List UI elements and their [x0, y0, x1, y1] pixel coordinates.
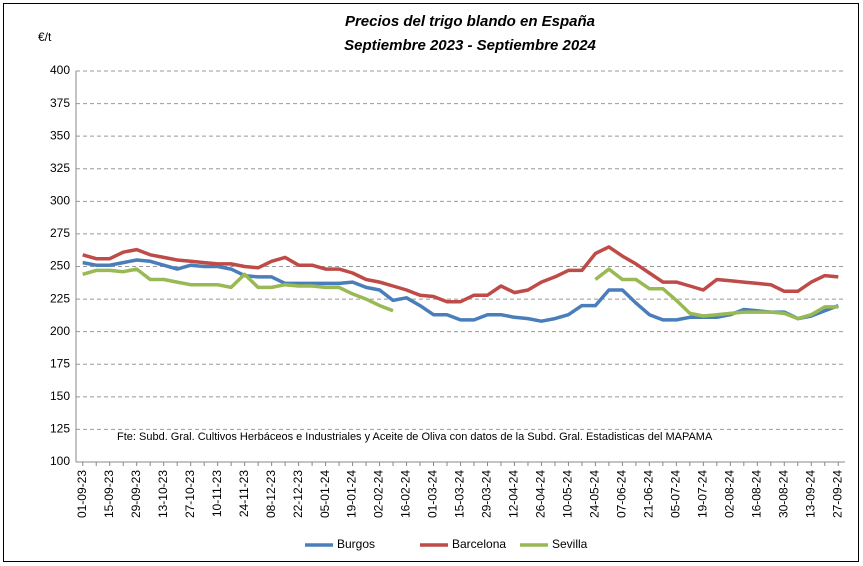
y-tick-label: 150: [50, 389, 70, 403]
legend-label: Barcelona: [452, 537, 506, 551]
x-tick-label: 05-01-24: [318, 470, 332, 518]
x-tick-label: 26-04-24: [534, 470, 548, 518]
x-tick-label: 24-11-23: [237, 470, 251, 517]
y-tick-label: 275: [50, 226, 70, 240]
x-tick-label: 24-05-24: [588, 470, 602, 518]
x-tick-label: 01-09-23: [75, 470, 89, 518]
x-tick-label: 02-08-24: [722, 470, 736, 518]
x-tick-label: 30-08-24: [776, 470, 790, 518]
series-line: [82, 258, 839, 323]
x-tick-label: 15-03-24: [453, 470, 467, 518]
y-tick-label: 200: [50, 324, 70, 338]
y-tick-label: 300: [50, 194, 70, 208]
x-tick-label: 08-12-23: [264, 470, 278, 518]
x-tick-label: 15-09-23: [102, 470, 116, 518]
chart-title: Precios del trigo blando en España: [345, 13, 595, 30]
x-tick-label: 05-07-24: [669, 470, 683, 518]
x-tick-label: 27-10-23: [183, 470, 197, 518]
y-tick-label: 225: [50, 291, 70, 305]
y-tick-label: 325: [50, 161, 70, 175]
x-tick-label: 10-05-24: [561, 470, 575, 518]
x-tick-label: 22-12-23: [291, 470, 305, 518]
y-axis-label: €/t: [38, 30, 52, 44]
x-tick-label: 12-04-24: [507, 470, 521, 518]
y-tick-label: 400: [50, 63, 70, 77]
x-tick-label: 19-07-24: [696, 470, 710, 518]
series-line: [82, 267, 839, 321]
x-tick-label: 27-09-24: [830, 470, 844, 518]
y-tick-label: 375: [50, 96, 70, 110]
x-tick-label: 01-03-24: [426, 470, 440, 518]
x-tick-label: 16-02-24: [399, 470, 413, 518]
x-tick-label: 19-01-24: [345, 470, 359, 518]
y-tick-label: 125: [50, 422, 70, 436]
y-tick-label: 175: [50, 356, 70, 370]
y-tick-label: 250: [50, 259, 70, 273]
x-tick-label: 13-09-24: [803, 470, 817, 518]
x-tick-label: 10-11-23: [210, 470, 224, 517]
x-tick-label: 29-03-24: [480, 470, 494, 518]
chart-subtitle: Septiembre 2023 - Septiembre 2024: [344, 37, 596, 54]
x-tick-label: 13-10-23: [156, 470, 170, 518]
legend-label: Burgos: [337, 537, 375, 551]
y-tick-label: 350: [50, 128, 70, 142]
annotation: Fte: Subd. Gral. Cultivos Herbáceos e In…: [117, 431, 713, 443]
x-tick-label: 07-06-24: [615, 470, 629, 518]
chart-border: [3, 3, 859, 562]
series-line: [82, 245, 839, 304]
x-tick-label: 02-02-24: [372, 470, 386, 518]
x-tick-label: 21-06-24: [642, 470, 656, 518]
x-tick-label: 29-09-23: [129, 470, 143, 518]
legend-label: Sevilla: [552, 537, 588, 551]
y-tick-label: 100: [50, 454, 70, 468]
x-tick-label: 16-08-24: [749, 470, 763, 518]
